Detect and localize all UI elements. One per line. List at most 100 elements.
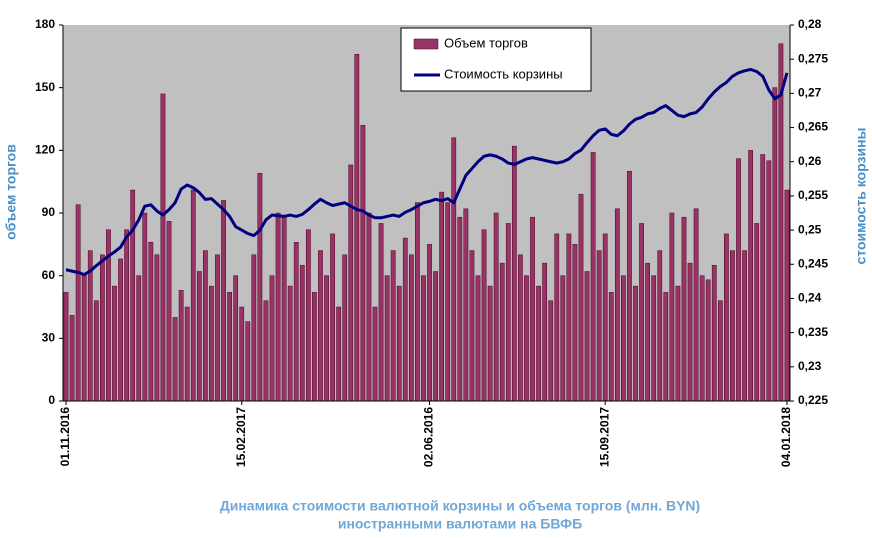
- bar: [100, 254, 105, 402]
- x-tick-label: 01.11.2016: [58, 407, 72, 467]
- bar: [536, 285, 541, 402]
- y2-tick-label: 0,265: [798, 120, 828, 134]
- bar: [439, 191, 445, 402]
- y-axis-title: объем торгов: [3, 144, 19, 240]
- bar: [305, 229, 311, 402]
- bar: [360, 125, 366, 402]
- bar: [663, 292, 669, 402]
- x-tick-label: 15.09.2017: [597, 407, 611, 467]
- bar: [675, 285, 681, 402]
- bar: [263, 300, 269, 402]
- bar: [505, 223, 511, 402]
- bar: [408, 254, 414, 402]
- bar: [75, 204, 81, 402]
- y2-tick-label: 0,23: [798, 359, 822, 373]
- bar: [463, 208, 469, 402]
- bar: [293, 241, 299, 402]
- bar: [766, 160, 772, 402]
- bar: [384, 275, 390, 402]
- chart-title: Динамика стоимости валютной корзины и об…: [220, 498, 700, 514]
- bar: [602, 233, 608, 402]
- bar: [421, 275, 426, 402]
- bar: [657, 250, 663, 402]
- bar: [566, 233, 572, 402]
- bar: [81, 275, 87, 402]
- bar: [705, 279, 711, 402]
- bar: [203, 250, 208, 402]
- bar: [269, 275, 275, 402]
- bar: [621, 275, 626, 402]
- y-tick-label: 60: [42, 268, 56, 282]
- bar: [445, 202, 451, 402]
- bar: [160, 93, 166, 402]
- legend-label: Стоимость корзины: [444, 66, 563, 81]
- legend: [400, 27, 592, 92]
- bar: [784, 189, 790, 402]
- bar: [190, 189, 196, 402]
- y2-tick-label: 0,28: [798, 17, 822, 31]
- bar: [166, 221, 172, 402]
- bar: [457, 216, 463, 402]
- bar: [415, 202, 420, 402]
- bar: [330, 233, 335, 402]
- bar: [324, 275, 329, 402]
- bar: [717, 300, 723, 402]
- bar: [469, 250, 475, 402]
- y2-tick-label: 0,245: [798, 256, 828, 270]
- bar: [118, 258, 123, 402]
- bar: [184, 306, 190, 402]
- bar: [287, 285, 293, 402]
- bar: [227, 292, 232, 402]
- bar: [142, 212, 148, 402]
- bar: [257, 173, 263, 402]
- bar: [687, 262, 693, 402]
- y2-tick-label: 0,235: [798, 325, 828, 339]
- bar: [554, 233, 560, 402]
- y2-tick-label: 0,275: [798, 51, 828, 65]
- bar: [608, 292, 614, 402]
- bar: [245, 321, 251, 402]
- bar: [530, 216, 535, 402]
- bar: [742, 250, 747, 402]
- y2-tick-label: 0,255: [798, 188, 828, 202]
- bar: [299, 264, 305, 402]
- line: [65, 67, 789, 277]
- bar: [760, 154, 766, 402]
- bar: [354, 53, 360, 402]
- bar: [639, 223, 644, 402]
- y2-tick-label: 0,26: [798, 154, 822, 168]
- bar: [390, 250, 396, 402]
- bar: [518, 254, 523, 402]
- bar: [233, 275, 239, 402]
- bar: [221, 200, 226, 402]
- bar: [572, 244, 578, 402]
- bar: [239, 306, 245, 402]
- y-tick-label: 0: [48, 393, 55, 407]
- bar: [730, 250, 735, 402]
- bar: [645, 262, 650, 402]
- y-tick-label: 90: [42, 205, 56, 219]
- bar: [699, 275, 705, 402]
- legend-label: Объем торгов: [444, 35, 528, 50]
- x-tick-label: 04.01.2018: [779, 407, 793, 467]
- bar: [372, 306, 378, 402]
- bar: [209, 285, 214, 402]
- y2-tick-label: 0,25: [798, 222, 822, 236]
- bar: [748, 150, 753, 402]
- bar: [366, 212, 372, 402]
- bar: [178, 290, 184, 402]
- bar: [681, 216, 687, 402]
- bar: [154, 254, 160, 402]
- bar: [312, 292, 317, 402]
- bar: [542, 262, 548, 402]
- bar: [584, 271, 590, 402]
- bar: [130, 189, 136, 402]
- bar: [348, 164, 354, 402]
- y2-tick-label: 0,225: [798, 393, 828, 407]
- bar: [251, 254, 257, 402]
- bar: [93, 300, 99, 402]
- bar: [487, 285, 493, 402]
- y2-axis-title: стоимость корзины: [853, 127, 869, 264]
- bar: [596, 250, 602, 402]
- bar: [524, 275, 529, 402]
